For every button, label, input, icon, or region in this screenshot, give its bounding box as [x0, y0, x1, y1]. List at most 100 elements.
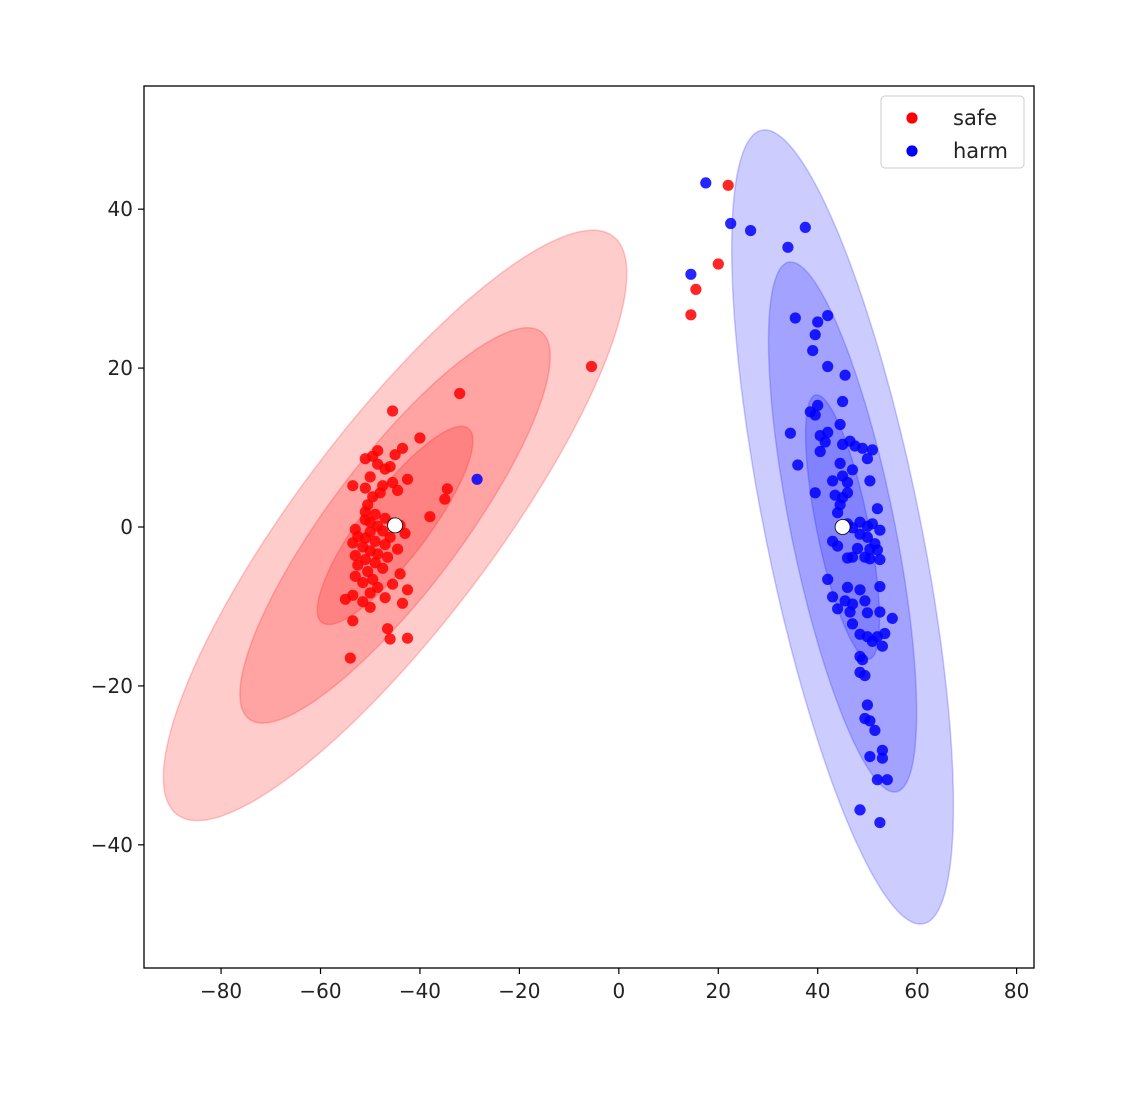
safe-point	[387, 405, 399, 417]
harm-point	[861, 607, 874, 619]
data-points	[339, 177, 898, 829]
safe-point	[359, 506, 371, 518]
safe-point	[387, 578, 399, 590]
safe-legend-label: safe	[953, 106, 997, 130]
safe-point	[401, 473, 414, 485]
harm-center-marker	[834, 519, 851, 535]
harm-point	[871, 774, 884, 786]
harm-point	[822, 360, 834, 373]
harm-point	[812, 399, 824, 411]
harm-point	[822, 310, 834, 322]
harm-point	[471, 473, 483, 485]
harm-point	[861, 520, 874, 532]
harm-point	[879, 627, 891, 640]
safe-point	[377, 525, 389, 537]
harm-point	[837, 438, 849, 450]
harm-legend-marker	[906, 145, 918, 157]
harm-point	[866, 635, 879, 648]
x-tick-label: 20	[706, 979, 731, 1003]
harm-point	[799, 221, 811, 233]
harm-point	[792, 459, 804, 471]
harm-point	[876, 640, 889, 652]
harm-point	[814, 445, 826, 458]
safe-point	[364, 471, 376, 483]
harm-point	[784, 427, 797, 439]
safe-point	[414, 432, 426, 444]
harm-point	[861, 699, 874, 711]
harm-point	[881, 774, 893, 786]
harm-point	[854, 804, 866, 816]
harm-point	[871, 544, 884, 556]
safe-point	[339, 593, 351, 605]
safe-point	[359, 482, 371, 494]
harm-point	[874, 817, 886, 829]
safe-point	[401, 632, 414, 644]
safe-point	[359, 453, 371, 465]
harm-point	[864, 553, 876, 565]
safe-point	[349, 550, 361, 562]
safe-point	[367, 573, 379, 586]
safe-point	[359, 532, 371, 544]
safe-legend-marker	[906, 112, 918, 124]
safe-point	[685, 309, 697, 321]
safe-point	[722, 179, 734, 191]
harm-point	[871, 503, 884, 515]
harm-point	[822, 573, 834, 586]
x-tick-label: 0	[612, 979, 625, 1003]
safe-point	[347, 480, 359, 492]
safe-point	[712, 258, 724, 270]
harm-point	[841, 581, 854, 594]
harm-point	[834, 457, 846, 469]
x-tick-label: −60	[299, 979, 341, 1003]
safe-point	[401, 584, 414, 596]
safe-point	[347, 537, 359, 549]
safe-point	[439, 493, 451, 505]
harm-point	[832, 603, 844, 615]
harm-legend-label: harm	[953, 139, 1008, 163]
safe-center-marker	[387, 517, 404, 534]
harm-point	[725, 217, 737, 230]
safe-point	[379, 592, 391, 604]
x-axis: −80 −60 −40 −20 0 20 40 60 80	[200, 968, 1029, 1003]
harm-point	[851, 542, 864, 555]
harm-point	[837, 395, 849, 408]
safe-point	[392, 484, 404, 496]
safe-point	[441, 483, 453, 495]
harm-point	[876, 744, 889, 756]
harm-point	[874, 524, 886, 536]
safe-point	[372, 548, 384, 560]
y-tick-label: 40	[108, 197, 133, 221]
safe-point	[367, 491, 379, 503]
x-tick-label: −80	[200, 979, 242, 1003]
safe-point	[369, 535, 381, 547]
safe-point	[384, 633, 396, 645]
y-axis: −40 −20 0 20 40	[91, 197, 144, 857]
safe-point	[377, 562, 389, 574]
safe-point	[379, 463, 391, 475]
safe-point	[352, 559, 364, 571]
harm-point	[827, 475, 839, 487]
y-tick-label: 20	[108, 356, 133, 380]
harm-point	[854, 584, 866, 596]
safe-point	[585, 360, 598, 373]
harm-point	[809, 487, 821, 499]
safe-point	[392, 543, 404, 555]
safe-point	[396, 442, 409, 454]
harm-point	[886, 612, 898, 625]
harm-point	[832, 540, 844, 552]
safe-point	[349, 570, 361, 582]
harm-point	[859, 670, 871, 682]
harm-point	[846, 618, 859, 630]
safe-point	[379, 538, 391, 551]
safe-point	[389, 449, 401, 461]
safe-point	[690, 283, 702, 295]
x-tick-label: −40	[399, 979, 441, 1003]
y-tick-label: 0	[120, 515, 133, 539]
harm-point	[841, 476, 854, 489]
legend: safe harm	[880, 95, 1025, 169]
harm-point	[807, 345, 819, 357]
safe-point	[364, 601, 376, 613]
harm-point	[827, 591, 839, 603]
